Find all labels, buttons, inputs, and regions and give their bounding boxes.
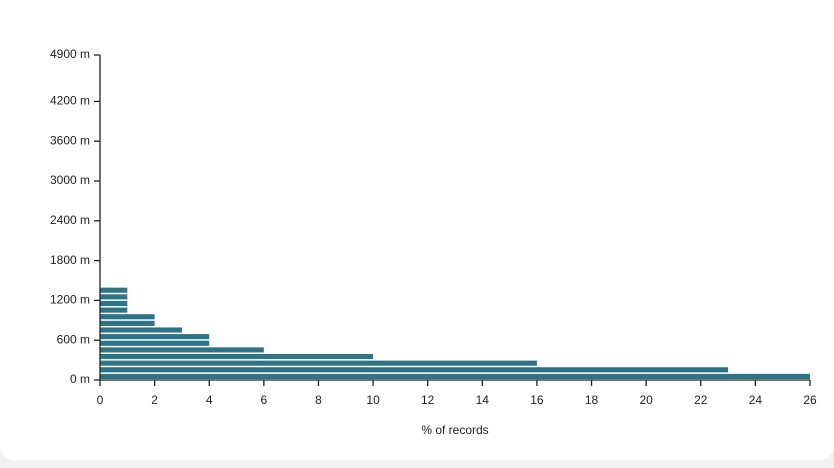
x-tick-label: 24 — [749, 393, 763, 407]
y-tick-label: 600 m — [57, 332, 90, 346]
bar — [100, 334, 210, 340]
x-tick-label: 10 — [366, 393, 380, 407]
x-tick-label: 14 — [476, 393, 490, 407]
bar — [100, 367, 729, 373]
x-tick-label: 22 — [694, 393, 708, 407]
bar — [100, 314, 155, 320]
bar — [100, 320, 155, 326]
bar — [100, 307, 128, 313]
y-tick-label: 4200 m — [50, 94, 90, 108]
bar — [100, 353, 374, 360]
x-tick-label: 20 — [639, 393, 653, 407]
y-tick-label: 0 m — [70, 372, 90, 386]
bar — [100, 327, 182, 333]
x-tick-label: 4 — [206, 393, 213, 407]
x-tick-label: 16 — [530, 393, 544, 407]
bar — [100, 360, 537, 366]
bar — [100, 287, 128, 293]
x-tick-label: 12 — [421, 393, 435, 407]
y-tick-label: 4900 m — [50, 47, 90, 61]
x-axis-label: % of records — [421, 423, 488, 437]
y-tick-label: 2400 m — [50, 213, 90, 227]
bar — [100, 340, 210, 346]
x-tick-label: 18 — [585, 393, 599, 407]
x-tick-label: 8 — [315, 393, 322, 407]
x-tick-label: 2 — [151, 393, 158, 407]
bar — [100, 300, 128, 307]
bar — [100, 373, 810, 379]
bar — [100, 347, 264, 353]
y-tick-label: 1800 m — [50, 253, 90, 267]
x-tick-label: 0 — [97, 393, 104, 407]
x-tick-label: 26 — [803, 393, 817, 407]
y-tick-label: 3000 m — [50, 173, 90, 187]
y-tick-label: 1200 m — [50, 293, 90, 307]
bar — [100, 294, 128, 300]
y-tick-label: 3600 m — [50, 133, 90, 147]
x-tick-label: 6 — [261, 393, 268, 407]
